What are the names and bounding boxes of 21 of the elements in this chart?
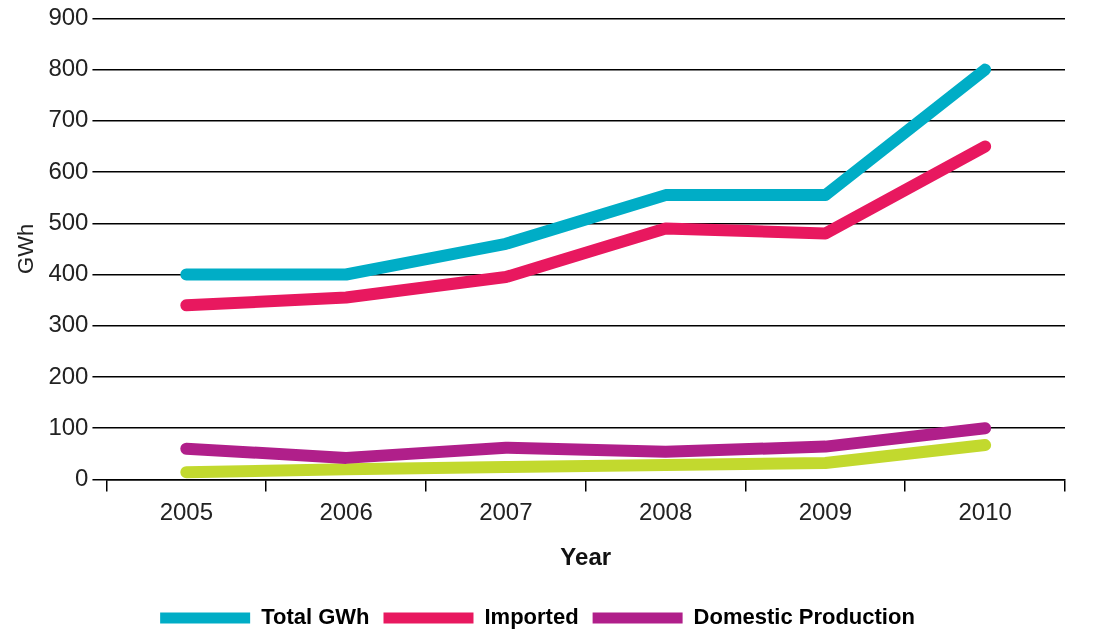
y-tick-label: 900 xyxy=(48,3,89,31)
x-axis-title: Year xyxy=(560,543,612,571)
y-tick-label: 700 xyxy=(48,105,89,133)
y-tick-label: 200 xyxy=(48,361,89,389)
y-tick-label: 0 xyxy=(75,464,89,492)
y-tick-label: 500 xyxy=(48,207,89,235)
legend-label: Domestic Production xyxy=(693,604,915,630)
legend-label: Total GWh xyxy=(261,604,370,630)
y-tick-label: 600 xyxy=(48,156,89,184)
x-tick-label: 2006 xyxy=(319,498,373,526)
x-tick-label: 2007 xyxy=(479,498,533,526)
y-tick-label: 300 xyxy=(48,310,89,338)
y-axis-title: GWh xyxy=(13,223,39,274)
x-tick-label: 2005 xyxy=(159,498,214,526)
x-tick-label: 2009 xyxy=(798,498,853,526)
y-tick-label: 100 xyxy=(48,412,89,440)
y-tick-label: 400 xyxy=(48,259,89,287)
y-tick-label: 800 xyxy=(48,54,89,82)
x-tick-label: 2010 xyxy=(958,498,1012,526)
legend-label: Imported xyxy=(484,604,579,630)
x-tick-label: 2008 xyxy=(638,498,693,526)
